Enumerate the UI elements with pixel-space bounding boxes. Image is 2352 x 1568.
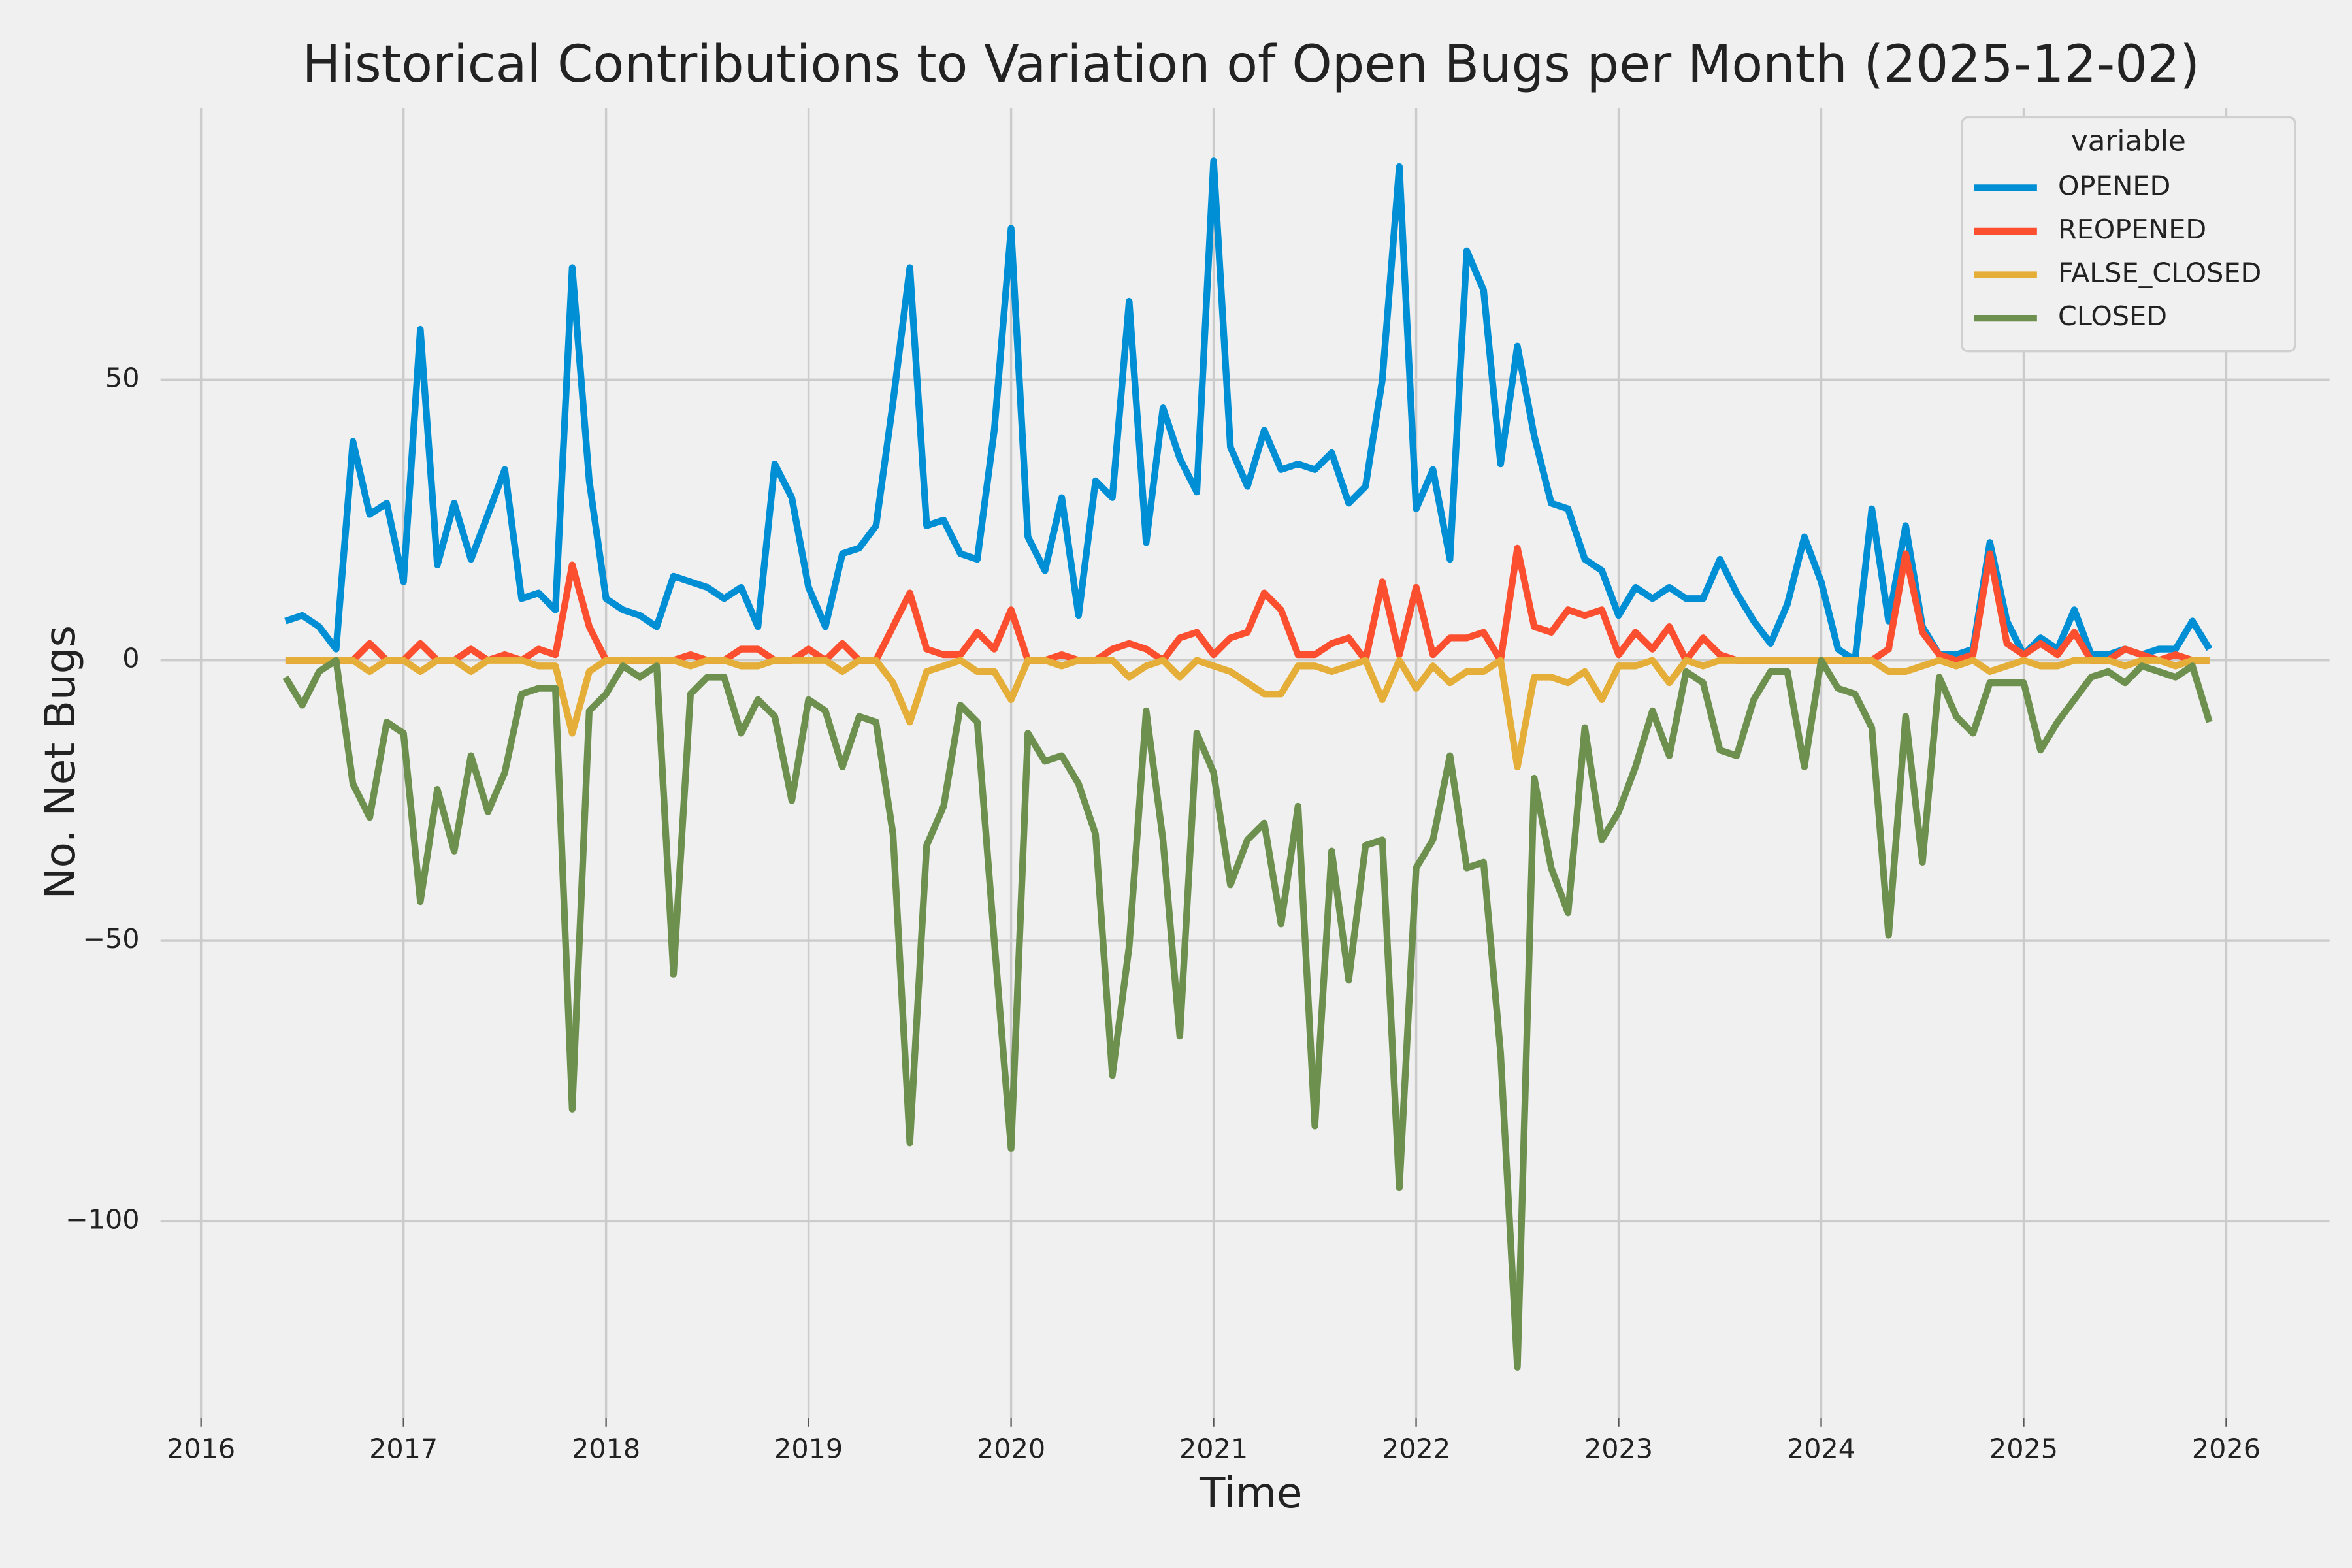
legend-box	[1961, 116, 2296, 353]
x-tick-label: 2023	[1584, 1433, 1653, 1465]
chart-title: Historical Contributions to Variation of…	[302, 35, 2200, 94]
x-axis-label: Time	[1199, 1469, 1302, 1518]
data-line	[284, 157, 2213, 664]
x-tick-label: 2025	[1989, 1433, 2058, 1465]
y-tick-label: 0	[122, 643, 139, 674]
x-tick-label: 2018	[572, 1433, 640, 1465]
legend: variable OPENED REOPENED FALSE_CLOSED CLOSED	[1961, 116, 2296, 353]
y-tick-label: −100	[65, 1203, 139, 1235]
legend-label: OPENED	[2058, 170, 2170, 201]
plot-lines	[282, 157, 2213, 1371]
x-tick-label: 2022	[1382, 1433, 1450, 1465]
y-tick-label: 50	[105, 362, 140, 393]
data-line	[285, 657, 2210, 771]
legend-label: REOPENED	[2058, 214, 2206, 245]
legend-label: FALSE_CLOSED	[2058, 257, 2261, 289]
legend-title: variable	[2071, 125, 2186, 157]
x-tick-label: 2026	[2192, 1433, 2261, 1465]
x-tick-label: 2020	[977, 1433, 1045, 1465]
data-line	[282, 657, 2213, 1371]
legend-label: CLOSED	[2058, 301, 2167, 332]
y-tick-label: −50	[82, 923, 139, 955]
x-tick-label: 2021	[1179, 1433, 1248, 1465]
y-axis-label: No. Net Bugs	[36, 625, 85, 899]
x-tick-label: 2019	[774, 1433, 843, 1465]
x-tick-label: 2017	[369, 1433, 438, 1465]
x-tick-label: 2024	[1787, 1433, 1855, 1465]
x-tick-label: 2016	[167, 1433, 235, 1465]
